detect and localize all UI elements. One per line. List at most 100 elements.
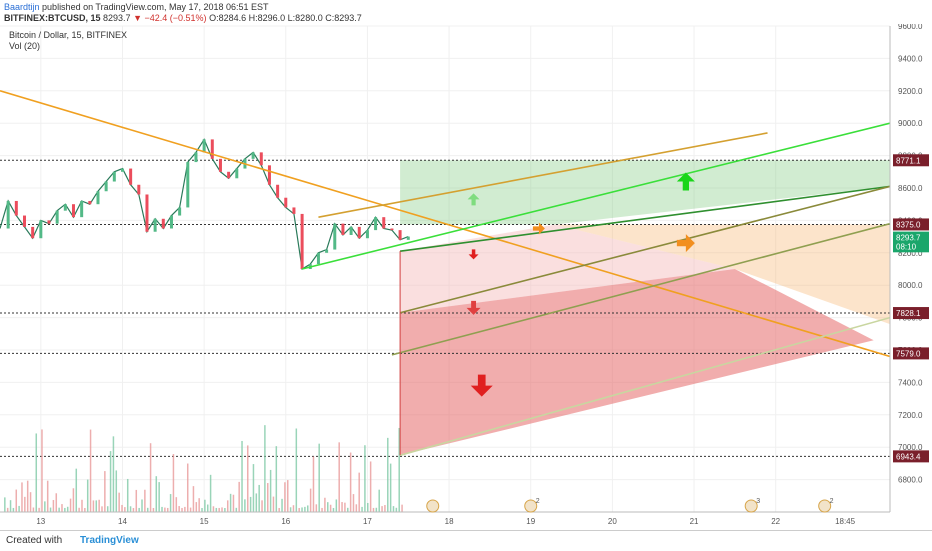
volume-bar	[166, 507, 169, 512]
volume-bar	[301, 507, 303, 512]
volume-bar	[172, 454, 175, 512]
volume-bar	[267, 483, 269, 512]
volume-bar	[12, 507, 15, 512]
price-candle	[186, 162, 190, 208]
volume-bar	[395, 507, 398, 512]
volume-bar	[215, 507, 218, 512]
volume-bar	[41, 429, 43, 512]
price-candle	[382, 217, 386, 229]
price-candle	[6, 200, 10, 229]
volume-bar	[21, 482, 23, 512]
volume-bar	[192, 486, 195, 512]
volume-bar	[235, 507, 238, 512]
y-tick-label: 8600.0	[898, 184, 923, 193]
event-marker	[524, 499, 538, 513]
volume-bar	[352, 494, 355, 512]
volume-bar	[224, 507, 226, 512]
x-tick-label: 17	[363, 517, 372, 526]
x-tick-label: 22	[771, 517, 780, 526]
volume-bar	[327, 502, 329, 512]
volume-bar	[392, 506, 395, 512]
price-candle	[365, 230, 369, 239]
price-candle	[357, 226, 361, 239]
x-tick-label: 20	[608, 517, 617, 526]
created-with-text: Created with	[6, 535, 63, 546]
volume-bar	[332, 507, 335, 512]
volume-indicator-label[interactable]: Vol (20)	[9, 41, 41, 51]
volume-bar	[89, 429, 92, 512]
y-tick-label: 7200.0	[898, 411, 923, 420]
volume-bar	[169, 494, 172, 512]
footer: Created with TradingView	[0, 530, 932, 551]
volume-bar	[189, 507, 192, 512]
descending-resistance	[0, 90, 891, 358]
author-name[interactable]: Baardtijn	[4, 2, 40, 12]
volume-bar	[341, 502, 343, 512]
volume-bar	[238, 481, 240, 512]
volume-bar	[9, 500, 12, 512]
volume-bar	[4, 497, 6, 512]
y-tick-label: 6800.0	[898, 476, 923, 485]
price-chart[interactable]: 9600.09400.09200.09000.08800.08600.08400…	[0, 24, 932, 530]
volume-bar	[309, 488, 312, 512]
volume-bar	[387, 437, 389, 512]
volume-bar	[381, 506, 383, 512]
volume-bar	[106, 506, 109, 512]
price-candle	[31, 226, 35, 239]
volume-bar	[304, 506, 306, 512]
price-candle	[145, 194, 149, 232]
price-candle	[153, 218, 157, 232]
volume-bar	[75, 468, 78, 512]
volume-bar	[35, 433, 38, 512]
volume-bar	[275, 446, 278, 512]
volume-bar	[264, 425, 266, 512]
price-label: 7579.0	[896, 349, 921, 358]
right-arrow-large	[676, 234, 695, 253]
volume-bar	[278, 507, 280, 512]
event-marker-count: 3	[756, 498, 760, 505]
volume-bar	[389, 463, 392, 512]
x-tick-label: 14	[118, 517, 127, 526]
volume-bar	[226, 500, 229, 512]
volume-bar	[287, 480, 289, 512]
price-candle	[178, 207, 182, 216]
volume-bar	[364, 445, 366, 512]
volume-bar	[212, 506, 215, 512]
ohlc-line: BITFINEX:BTCUSD, 15 8293.7 ▼ −42.4 (−0.5…	[4, 13, 362, 23]
volume-bar	[132, 507, 135, 512]
event-marker	[818, 499, 832, 513]
volume-bar	[292, 505, 295, 512]
price-candle	[22, 215, 26, 227]
volume-bar	[158, 482, 160, 512]
price-candle	[341, 223, 345, 235]
y-tick-label: 8200.0	[898, 249, 923, 258]
volume-bar	[349, 452, 352, 512]
event-marker-count: 2	[536, 498, 540, 505]
y-tick-label: 9600.0	[898, 24, 923, 31]
volume-bar	[104, 471, 106, 512]
volume-bar	[358, 472, 360, 512]
price-candle	[137, 184, 141, 195]
y-tick-label: 9200.0	[898, 87, 923, 96]
tradingview-logo[interactable]: TradingView	[80, 535, 139, 546]
volume-bar	[58, 507, 60, 512]
change-value: −42.4 (−0.51%)	[144, 13, 207, 23]
price-candle	[390, 228, 394, 231]
volume-bar	[55, 493, 58, 512]
price-candle	[96, 191, 100, 205]
volume-bar	[249, 496, 252, 512]
volume-bar	[284, 482, 286, 512]
price-candle	[227, 171, 231, 179]
last-price: 8293.7	[103, 13, 131, 23]
volume-bar	[232, 494, 235, 512]
volume-bar	[261, 500, 263, 512]
y-tick-label: 7000.0	[898, 443, 923, 452]
price-candle	[194, 152, 198, 163]
price-candle	[169, 215, 173, 229]
price-label: 8375.0	[896, 220, 921, 229]
price-candle	[55, 210, 59, 224]
x-tick-label: 19	[526, 517, 535, 526]
price-candle	[39, 220, 43, 239]
down-arrow-small	[468, 249, 479, 260]
volume-bar	[72, 488, 75, 512]
